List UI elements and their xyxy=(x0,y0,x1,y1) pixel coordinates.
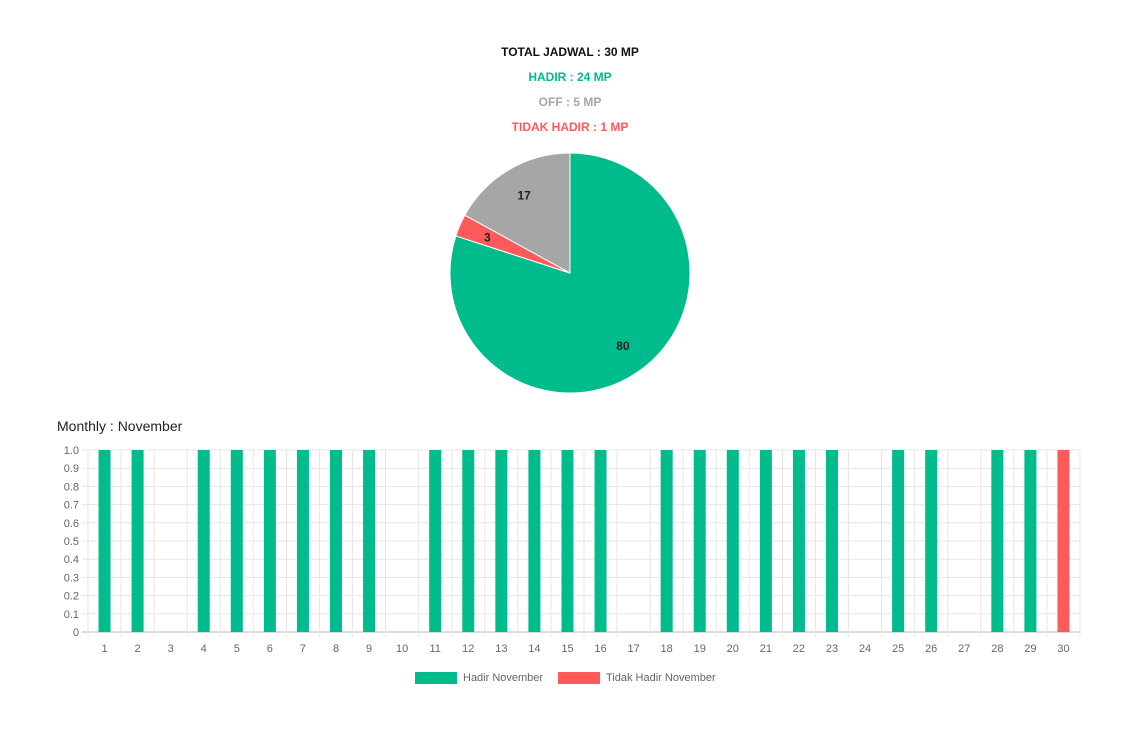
x-tick-label: 9 xyxy=(366,643,372,655)
x-tick-label: 6 xyxy=(267,643,273,655)
pie-slice-label: 80 xyxy=(616,339,630,353)
hadir-label: HADIR : 24 MP xyxy=(528,70,612,84)
x-tick-label: 17 xyxy=(627,643,639,655)
y-tick-label: 0 xyxy=(73,627,79,639)
bar-tidak-hadir-november xyxy=(1057,450,1070,632)
bar-hadir-november xyxy=(263,450,276,632)
bar-hadir-november xyxy=(826,450,838,632)
bar-hadir-november xyxy=(462,450,475,632)
bar-hadir-november xyxy=(925,450,938,632)
y-tick-label: 0.2 xyxy=(64,591,79,603)
bar-hadir-november xyxy=(363,450,376,632)
x-tick-label: 30 xyxy=(1057,643,1069,655)
x-tick-label: 21 xyxy=(760,643,772,655)
bar-hadir-november xyxy=(197,450,210,632)
total-jadwal-label: TOTAL JADWAL : 30 MP xyxy=(501,45,639,59)
bar-hadir-november xyxy=(660,450,673,632)
x-tick-label: 5 xyxy=(234,643,240,655)
x-tick-label: 4 xyxy=(201,643,207,655)
bar-hadir-november xyxy=(991,450,1004,632)
x-tick-label: 3 xyxy=(168,643,174,655)
x-tick-label: 24 xyxy=(859,643,871,655)
attendance-pie-chart: 80 3 17 xyxy=(449,152,691,394)
bar-hadir-november xyxy=(792,450,805,632)
off-label: OFF : 5 MP xyxy=(538,95,602,109)
bar-hadir-november xyxy=(528,450,541,632)
x-tick-label: 20 xyxy=(727,643,739,655)
bar-hadir-november xyxy=(98,450,111,632)
x-tick-label: 16 xyxy=(594,643,606,655)
y-tick-label: 0.5 xyxy=(64,536,79,548)
pie-slice-label: 17 xyxy=(518,189,532,203)
x-tick-label: 13 xyxy=(495,643,507,655)
legend-item-hadir[interactable]: Hadir November xyxy=(415,668,543,688)
monthly-title: Monthly : November xyxy=(57,418,183,434)
bar-hadir-november xyxy=(131,450,144,632)
x-tick-label: 7 xyxy=(300,643,306,655)
x-tick-label: 15 xyxy=(561,643,573,655)
pie-slice xyxy=(464,152,571,274)
x-tick-label: 25 xyxy=(892,643,904,655)
x-tick-label: 12 xyxy=(462,643,474,655)
x-tick-label: 2 xyxy=(135,643,141,655)
bar-hadir-november xyxy=(330,450,342,632)
y-tick-label: 0.6 xyxy=(64,518,79,530)
legend-swatch-tidak-hadir xyxy=(558,672,600,684)
bar-hadir-november xyxy=(594,450,607,632)
y-tick-label: 0.8 xyxy=(64,481,79,493)
bar-hadir-november xyxy=(230,450,243,632)
bar-hadir-november xyxy=(892,450,905,632)
y-tick-label: 0.7 xyxy=(64,500,79,512)
legend-label-hadir: Hadir November xyxy=(463,672,544,684)
legend-label-tidak-hadir: Tidak Hadir November xyxy=(606,672,716,684)
legend-swatch-hadir xyxy=(415,672,457,684)
bar-hadir-november xyxy=(561,450,574,632)
y-tick-label: 0.3 xyxy=(64,572,79,584)
x-tick-label: 28 xyxy=(991,643,1003,655)
x-tick-label: 19 xyxy=(694,643,706,655)
x-tick-label: 23 xyxy=(826,643,838,655)
bar-hadir-november xyxy=(726,450,739,632)
y-tick-label: 0.1 xyxy=(64,609,79,621)
bar-hadir-november xyxy=(1024,450,1037,632)
bar-hadir-november xyxy=(759,450,772,632)
y-tick-label: 1.0 xyxy=(64,445,79,457)
x-tick-label: 10 xyxy=(396,643,408,655)
bar-hadir-november xyxy=(429,450,442,632)
bar-hadir-november xyxy=(296,450,309,632)
x-tick-label: 14 xyxy=(528,643,540,655)
legend-item-tidak-hadir[interactable]: Tidak Hadir November xyxy=(558,668,716,688)
x-tick-label: 27 xyxy=(958,643,970,655)
pie-slice-label: 3 xyxy=(484,230,491,244)
x-tick-label: 22 xyxy=(793,643,805,655)
y-tick-label: 0.9 xyxy=(64,463,79,475)
x-tick-label: 18 xyxy=(661,643,673,655)
bar-hadir-november xyxy=(693,450,706,632)
x-tick-label: 26 xyxy=(925,643,937,655)
monthly-bar-chart: 00.10.20.30.40.50.60.70.80.91.01 2 3 4 5 6 7 8 9… xyxy=(64,445,1081,655)
x-tick-label: 29 xyxy=(1024,643,1036,655)
tidak-hadir-label: TIDAK HADIR : 1 MP xyxy=(511,120,629,134)
x-tick-label: 11 xyxy=(429,643,440,655)
y-tick-label: 0.4 xyxy=(64,554,79,566)
x-tick-label: 8 xyxy=(333,643,339,655)
x-tick-label: 1 xyxy=(101,643,107,655)
bar-hadir-november xyxy=(495,450,508,632)
